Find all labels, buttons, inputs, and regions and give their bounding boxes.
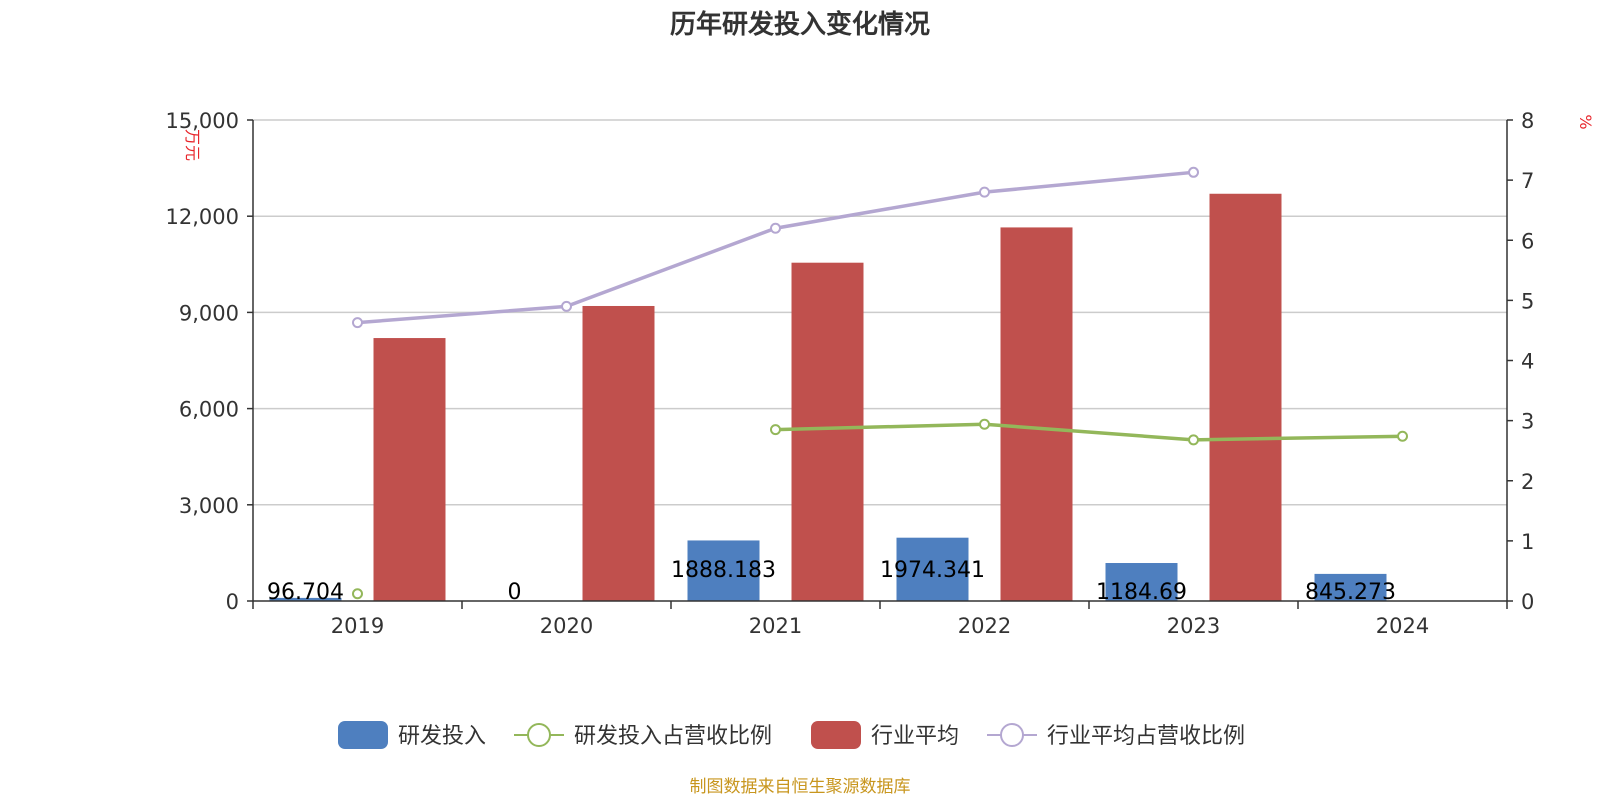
bar-rd-investment [1314, 573, 1387, 601]
bar-industry-average [1000, 227, 1073, 601]
axes: 0 3,000 6,000 9,000 12,000 15,000 0 1 2 3 4 5 6 7 8 201… [166, 109, 1535, 638]
lines [352, 166, 1408, 600]
line-point [561, 300, 572, 312]
x-tick-label: 2021 [749, 614, 802, 638]
left-tick-label: 12,000 [166, 205, 239, 229]
right-tick-label: 8 [1521, 109, 1534, 133]
right-tick-label: 7 [1521, 169, 1534, 193]
bar-industry-average [582, 305, 655, 601]
line-point [1397, 430, 1408, 442]
right-tick-label: 2 [1521, 470, 1534, 494]
right-tick-label: 4 [1521, 350, 1534, 374]
legend-label: 研发投入 [398, 724, 486, 749]
right-tick-label: 3 [1521, 410, 1534, 434]
line-point [1188, 166, 1199, 178]
bar-industry-average [1209, 193, 1282, 601]
bar-data-label: 1974.341 [880, 558, 985, 583]
left-tick-label: 0 [226, 590, 239, 614]
left-tick-label: 6,000 [179, 398, 239, 422]
source-note: 制图数据来自恒生聚源数据库 [690, 777, 911, 797]
chart-title: 历年研发投入变化情况 [670, 9, 930, 40]
left-axis-unit: 万元 [183, 129, 202, 161]
bar-rd-investment [269, 597, 342, 601]
x-tick-label: 2023 [1167, 614, 1220, 638]
right-tick-label: 0 [1521, 590, 1534, 614]
bar-data-label: 845.273 [1305, 580, 1396, 605]
legend-swatch-bar [338, 721, 388, 749]
line-point [979, 418, 990, 430]
left-tick-label: 3,000 [179, 494, 239, 518]
legend-label: 研发投入占营收比例 [574, 724, 772, 749]
left-tick-label: 15,000 [166, 109, 239, 133]
line-point [979, 186, 990, 198]
bar-data-label: 1184.69 [1096, 580, 1187, 605]
x-tick-label: 2022 [958, 614, 1011, 638]
line-series [775, 422, 1403, 442]
bar-industry-average [373, 338, 446, 601]
right-axis-unit: % [1576, 114, 1595, 129]
line-point [770, 222, 781, 234]
left-tick-label: 9,000 [179, 301, 239, 325]
bar-data-label: 0 [508, 580, 522, 605]
legend-label: 行业平均占营收比例 [1047, 724, 1245, 749]
x-tick-label: 2020 [540, 614, 593, 638]
line-point [352, 588, 363, 600]
legend-swatch-marker [527, 723, 551, 747]
line-point [1188, 434, 1199, 446]
right-tick-label: 1 [1521, 530, 1534, 554]
bar-data-label: 96.704 [267, 580, 344, 605]
legend-swatch-bar [811, 721, 861, 749]
x-tick-label: 2024 [1376, 614, 1429, 638]
legend: 研发投入 研发投入占营收比例 行业平均 行业平均占营收比例 [338, 721, 1245, 749]
bar-industry-average [791, 262, 864, 601]
grid [253, 119, 1507, 506]
data-labels: 96.704 0 1888.183 1974.341 1184.69 845.273 [267, 558, 1396, 605]
bar-rd-investment [896, 537, 969, 601]
bar-rd-investment [1105, 563, 1178, 601]
legend-swatch-marker [1000, 723, 1024, 747]
line-point [770, 424, 781, 436]
bar-data-label: 1888.183 [671, 558, 776, 583]
x-tick-label: 2019 [331, 614, 384, 638]
right-tick-label: 6 [1521, 229, 1534, 253]
legend-label: 行业平均 [871, 724, 959, 749]
bars [269, 193, 1387, 601]
line-point [352, 317, 363, 329]
bar-rd-investment [687, 540, 760, 601]
right-tick-label: 5 [1521, 289, 1534, 313]
